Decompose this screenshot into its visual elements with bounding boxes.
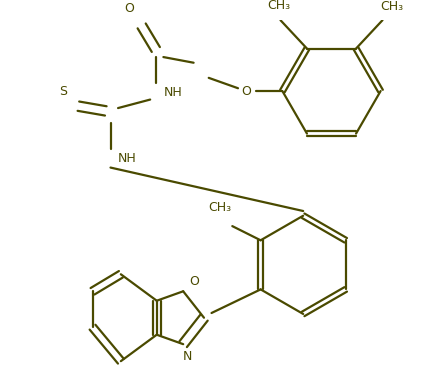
Text: CH₃: CH₃ <box>209 201 232 214</box>
Text: S: S <box>59 84 67 98</box>
Text: O: O <box>125 2 134 16</box>
Text: NH: NH <box>164 86 182 98</box>
Text: CH₃: CH₃ <box>381 0 404 14</box>
Text: O: O <box>242 84 251 98</box>
Text: CH₃: CH₃ <box>267 0 290 12</box>
Text: O: O <box>190 275 199 288</box>
Text: N: N <box>183 350 193 363</box>
Text: NH: NH <box>118 152 137 165</box>
